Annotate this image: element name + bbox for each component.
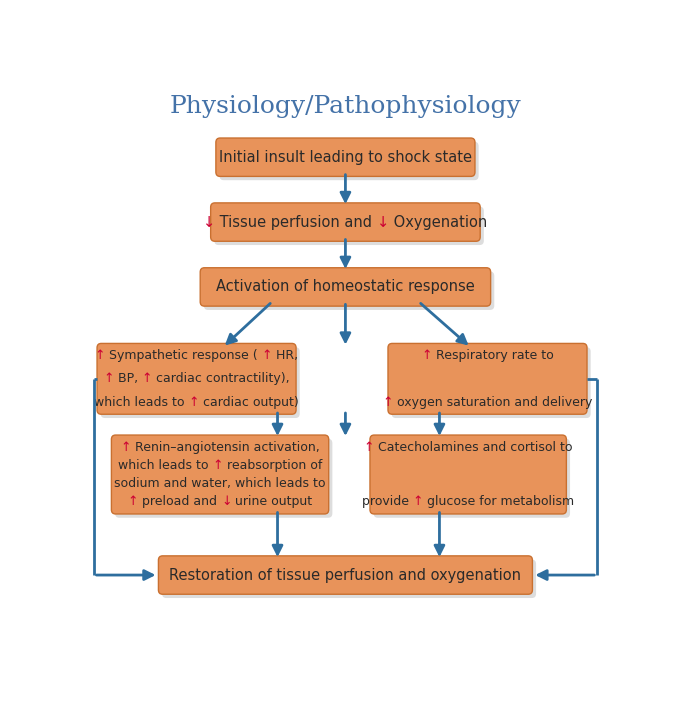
FancyBboxPatch shape [204, 272, 494, 310]
FancyBboxPatch shape [392, 347, 590, 418]
FancyBboxPatch shape [111, 435, 329, 514]
Text: ↑: ↑ [212, 459, 223, 472]
FancyBboxPatch shape [216, 138, 475, 176]
Text: provide: provide [362, 495, 413, 508]
Text: cardiac contractility),: cardiac contractility), [152, 372, 290, 385]
Text: glucose for metabolism: glucose for metabolism [423, 495, 574, 508]
Text: ↓: ↓ [221, 495, 231, 508]
Text: sodium and water, which leads to: sodium and water, which leads to [115, 477, 326, 490]
FancyBboxPatch shape [388, 343, 587, 414]
Text: ↑: ↑ [142, 372, 152, 385]
Text: HR,: HR, [272, 349, 299, 362]
Text: Oxygenation: Oxygenation [390, 215, 487, 230]
Text: Physiology/Pathophysiology: Physiology/Pathophysiology [170, 95, 521, 119]
Text: ↑: ↑ [103, 372, 114, 385]
Text: which leads to: which leads to [94, 396, 189, 409]
Text: which leads to: which leads to [118, 459, 212, 472]
Text: Respiratory rate to: Respiratory rate to [432, 349, 553, 362]
FancyBboxPatch shape [162, 559, 536, 598]
Text: Activation of homeostatic response: Activation of homeostatic response [216, 279, 474, 294]
Text: ↓: ↓ [377, 215, 390, 230]
FancyBboxPatch shape [214, 206, 484, 245]
Text: ↑: ↑ [383, 396, 393, 409]
Text: BP,: BP, [114, 372, 142, 385]
FancyBboxPatch shape [373, 439, 570, 518]
FancyBboxPatch shape [211, 203, 480, 241]
Text: preload and: preload and [138, 495, 221, 508]
Text: Sympathetic response (: Sympathetic response ( [105, 349, 262, 362]
FancyBboxPatch shape [115, 439, 332, 518]
Text: ↑: ↑ [127, 495, 138, 508]
Text: ↑: ↑ [121, 442, 131, 454]
FancyBboxPatch shape [97, 343, 296, 414]
FancyBboxPatch shape [200, 267, 491, 306]
Text: cardiac output): cardiac output) [200, 396, 299, 409]
Text: Tissue perfusion and: Tissue perfusion and [216, 215, 377, 230]
FancyBboxPatch shape [370, 435, 566, 514]
Text: Initial insult leading to shock state: Initial insult leading to shock state [219, 150, 472, 165]
Text: ↑: ↑ [189, 396, 200, 409]
Text: ↑: ↑ [364, 442, 374, 454]
Text: ↑: ↑ [413, 495, 423, 508]
Text: urine output: urine output [231, 495, 313, 508]
FancyBboxPatch shape [220, 142, 479, 180]
FancyBboxPatch shape [100, 347, 300, 418]
Text: ↑: ↑ [421, 349, 432, 362]
Text: Renin–angiotensin activation,: Renin–angiotensin activation, [131, 442, 319, 454]
Text: ↑: ↑ [94, 349, 105, 362]
Text: oxygen saturation and delivery: oxygen saturation and delivery [393, 396, 592, 409]
Text: Catecholamines and cortisol to: Catecholamines and cortisol to [374, 442, 573, 454]
Text: reabsorption of: reabsorption of [223, 459, 322, 472]
Text: ↓: ↓ [204, 215, 216, 230]
Text: ↑: ↑ [262, 349, 272, 362]
FancyBboxPatch shape [158, 556, 532, 594]
Text: Restoration of tissue perfusion and oxygenation: Restoration of tissue perfusion and oxyg… [169, 567, 522, 583]
